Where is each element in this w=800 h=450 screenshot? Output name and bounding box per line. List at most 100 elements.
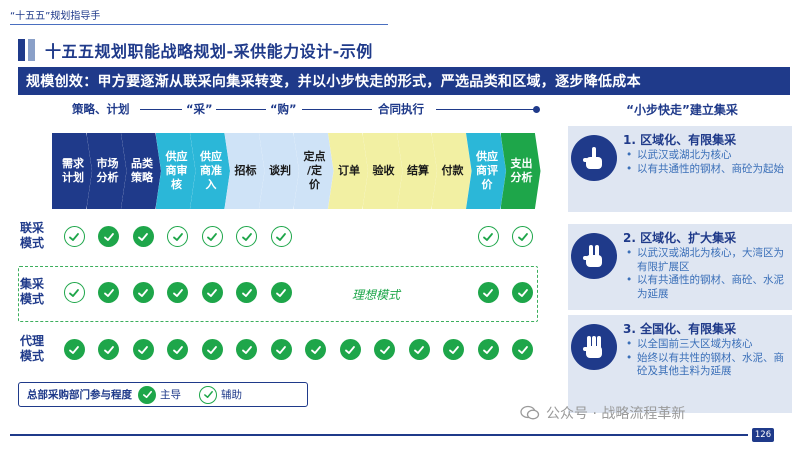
mode-label-line: 模式 [20, 292, 45, 306]
ideal-mode-label: 理想模式 [352, 288, 401, 302]
process-step-label: /定 [306, 163, 323, 177]
assist-check-icon [512, 226, 533, 247]
process-step-label: 谈判 [269, 163, 291, 177]
lead-check-icon [98, 339, 119, 360]
process-step: 招标 [224, 133, 265, 209]
assist-check-icon [63, 282, 85, 303]
assist-check-icon [201, 226, 223, 247]
process-step-label: 商准 [200, 163, 222, 177]
process-step: 需求 计划 [52, 133, 92, 209]
phase-connector [216, 109, 266, 110]
process-step: 供应 商准入 [190, 133, 230, 209]
process-step-label: 结算 [407, 163, 429, 177]
mode-label-line: 代理 [20, 334, 45, 348]
lead-check-icon [132, 282, 154, 303]
legend-main-label: 主导 [160, 389, 181, 401]
lead-check-icon [201, 339, 223, 360]
phase-connector [436, 109, 536, 110]
process-step: 定点/定价 [293, 133, 334, 209]
lead-check-icon [408, 339, 430, 360]
phase-contract: 合同执行 [378, 102, 424, 116]
process-step-label: 市场 [96, 156, 119, 170]
phase-strategy: 策略、计划 [72, 102, 130, 116]
page-title: 十五五规划职能战略规划-采供能力设计-示例 [45, 42, 373, 61]
process-step-label: 商审 [165, 163, 188, 177]
process-step: 订单 [328, 133, 368, 209]
assist-check-icon [477, 226, 499, 247]
process-step: 供应 商审核 [155, 133, 196, 209]
legend-aux-label: 辅助 [221, 389, 242, 401]
strategy-card: 1. 区域化、有限集采以武汉或湖北为核心以有共通性的钢材、商砼为起始 [568, 126, 792, 212]
assist-check-icon [167, 226, 188, 247]
lead-check-icon [374, 339, 395, 360]
strategy-card-title: 1. 区域化、有限集采 [623, 133, 737, 147]
strategy-card-item: 以有共通性的钢材、商砼为起始 [626, 163, 788, 177]
lead-check-icon [236, 339, 257, 360]
strategy-card-title: 3. 全国化、有限集采 [623, 322, 737, 336]
strategy-card-items: 以全国前三大区域为核心始终以有共性的钢材、水泥、商砼及其他主料为延展 [626, 338, 788, 379]
watermark: 公众号 · 战略流程革新 [520, 403, 685, 423]
lead-check-icon [512, 282, 533, 303]
lead-check-icon [305, 339, 326, 360]
process-step: 供应 商评价 [466, 133, 506, 209]
process-step-label: 供应 [200, 149, 222, 163]
lead-check-icon [477, 339, 499, 360]
lead-check-icon [201, 282, 223, 303]
lead-check-icon [443, 339, 464, 360]
lead-check-icon [63, 339, 85, 360]
title-block: 十五五规划职能战略规划-采供能力设计-示例 [18, 38, 373, 62]
title-decoration [18, 39, 35, 61]
process-step-label: 核 [171, 178, 182, 192]
right-heading: “小步快走”建立集采 [626, 103, 738, 117]
mode-label-line: 集采 [20, 277, 45, 291]
mode-label: 代理 模式 [20, 334, 44, 364]
process-step: 谈判 [259, 133, 299, 209]
process-step-label: 分析 [96, 171, 119, 184]
lead-check-icon [132, 226, 154, 247]
process-step-label: 价 [481, 178, 493, 192]
strategy-card: 2. 区域化、扩大集采以武汉或湖北为核心，大湾区为有限扩展区以有共通性的钢材、商… [568, 224, 792, 310]
mode-label: 集采 模式 [20, 277, 44, 307]
strategy-card-item: 以武汉或湖北为核心 [626, 149, 788, 163]
process-step-label: 价 [309, 178, 320, 192]
bottom-divider [10, 434, 748, 436]
legend-title: 总部采购部门参与程度 [27, 389, 132, 401]
process-step-label: 招标 [234, 163, 257, 177]
lead-check-icon [167, 282, 188, 303]
top-tag: “十五五”规划指导手 [10, 11, 101, 22]
process-step-label: 验收 [372, 163, 395, 177]
mode-label: 联采 模式 [20, 221, 44, 251]
process-step-label: 需求 [62, 156, 84, 170]
strategy-card-items: 以武汉或湖北为核心以有共通性的钢材、商砼为起始 [626, 149, 788, 176]
process-step-label: 供应 [165, 149, 188, 163]
process-step-label: 入 [205, 178, 217, 192]
lead-check-icon [270, 282, 292, 303]
lead-check-icon [512, 339, 533, 360]
process-step-label: 策略 [131, 171, 153, 184]
strategy-card-item: 始终以有共性的钢材、水泥、商砼及其他主料为延展 [626, 352, 788, 379]
legend-aux-check-icon [199, 385, 217, 404]
strategy-card-item: 以全国前三大区域为核心 [626, 338, 788, 352]
process-step-label: 订单 [338, 163, 360, 177]
assist-check-icon [63, 226, 85, 247]
process-step: 市场 分析 [86, 133, 127, 209]
lead-check-icon [167, 339, 188, 360]
legend-main-check-icon [138, 385, 156, 404]
lead-check-icon [98, 226, 119, 247]
process-step-label: 计划 [62, 171, 84, 184]
mode-label-line: 模式 [20, 236, 45, 250]
process-step: 结算 [397, 133, 437, 209]
process-step-label: 品类 [131, 156, 153, 170]
banner: 规模创效：甲方要逐渐从联采向集采转变，并以小步快走的形式，严选品类和区域，逐步降… [18, 67, 790, 95]
top-divider [10, 24, 388, 25]
process-step: 品类 策略 [121, 133, 161, 209]
phase-connector [140, 109, 182, 110]
process-step: 验收 [362, 133, 403, 209]
mode-label-line: 联采 [20, 221, 45, 235]
assist-check-icon [270, 226, 292, 247]
strategy-card: 3. 全国化、有限集采以全国前三大区域为核心始终以有共性的钢材、水泥、商砼及其他… [568, 315, 792, 413]
phase-end-dot [533, 106, 540, 113]
phase-procure: “采” [186, 102, 213, 116]
assist-check-icon [236, 226, 257, 247]
legend: 总部采购部门参与程度 主导 辅助 [18, 382, 308, 407]
